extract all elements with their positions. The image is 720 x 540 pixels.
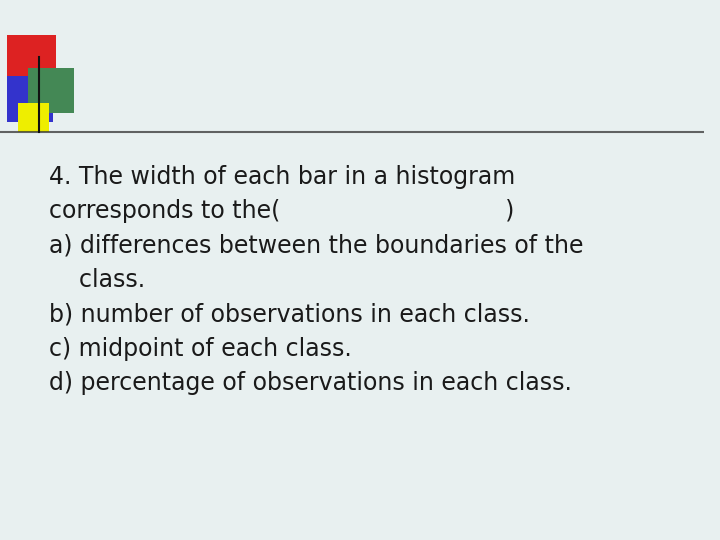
Bar	[28, 68, 74, 113]
Bar	[7, 35, 56, 89]
Bar	[7, 76, 53, 122]
Bar	[17, 103, 49, 132]
Text: 4. The width of each bar in a histogram
corresponds to the(                     : 4. The width of each bar in a histogram …	[49, 165, 584, 395]
